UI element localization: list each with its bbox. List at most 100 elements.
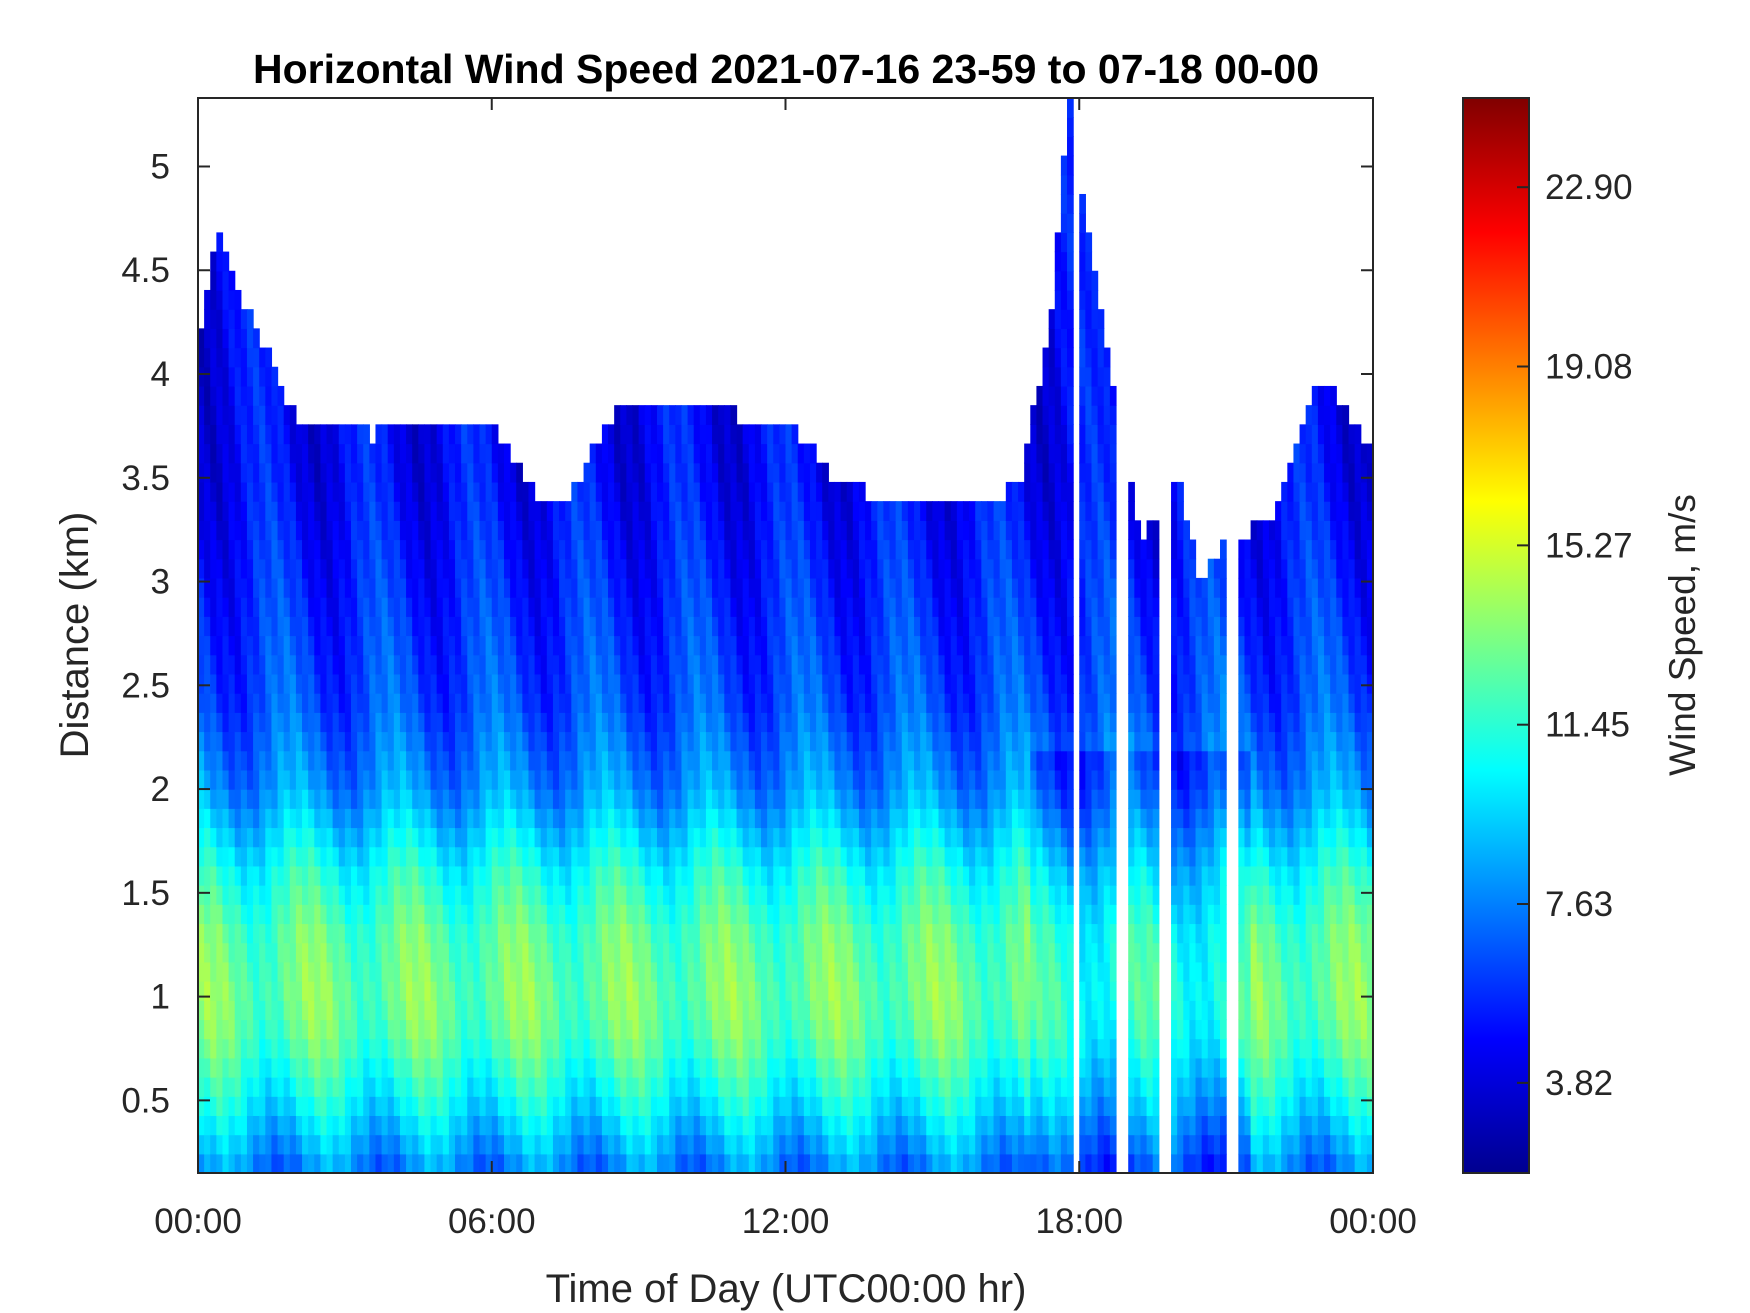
heatmap-cell [638,885,646,905]
heatmap-cell [712,904,719,925]
heatmap-cell [785,1038,793,1059]
heatmap-cell [546,558,554,579]
heatmap-cell [534,731,542,752]
heatmap-cell [761,1038,768,1059]
heatmap-cell [344,501,352,521]
heatmap-cell [846,693,854,713]
heatmap-cell [424,597,432,617]
heatmap-cell [357,1000,364,1021]
heatmap-cell [265,942,273,963]
heatmap-cell [424,981,432,1001]
heatmap-cell [669,789,676,809]
heatmap-cell [601,1057,609,1078]
heatmap-cell [608,961,615,982]
heatmap-cell [406,981,413,1001]
heatmap-cell [858,539,866,560]
heatmap-cell [406,1019,413,1040]
heatmap-cell [914,693,921,713]
heatmap-cell [638,961,646,982]
heatmap-cell [246,558,254,579]
heatmap-cell [950,731,958,752]
heatmap-cell [497,750,505,771]
heatmap-cell [944,865,952,886]
heatmap-cell [198,673,205,694]
heatmap-cell [571,693,579,713]
heatmap-cell [779,750,787,771]
heatmap-cell [761,654,768,675]
heatmap-cell [938,1115,946,1136]
heatmap-cell [608,1019,615,1040]
heatmap-cell [381,961,389,982]
heatmap-cell [589,462,597,483]
heatmap-cell [534,750,542,771]
heatmap-cell [522,789,530,809]
heatmap-cell [375,520,383,541]
heatmap-cell [816,501,823,521]
heatmap-cell [761,520,768,541]
heatmap-cell [914,1134,921,1155]
heatmap-cell [840,501,848,521]
heatmap-cell [259,885,266,905]
heatmap-cell [601,942,609,963]
heatmap-cell [259,539,266,560]
heatmap-cell [246,462,254,483]
heatmap-cell [314,558,321,579]
heatmap-cell [724,1096,732,1117]
heatmap-cell [491,597,499,617]
heatmap-cell [779,1077,787,1097]
heatmap-cell [216,693,224,713]
heatmap-cell [381,1019,389,1040]
heatmap-cell [326,1134,334,1155]
heatmap-cell [559,885,566,905]
heatmap-cell [467,501,474,521]
heatmap-cell [846,635,854,656]
heatmap-cell [552,827,560,848]
heatmap-cell [871,846,878,867]
heatmap-cell [412,443,419,464]
heatmap-cell [987,1096,995,1117]
heatmap-cell [546,942,554,963]
heatmap-cell [332,981,340,1001]
heatmap-cell [436,1096,444,1117]
heatmap-cell [608,501,615,521]
heatmap-cell [308,1153,315,1173]
heatmap-cell [742,673,750,694]
heatmap-cell [216,1019,224,1040]
heatmap-cell [295,981,303,1001]
heatmap-cell [467,1153,474,1173]
heatmap-cell [589,443,597,464]
heatmap-cell [828,865,836,886]
heatmap-cell [877,961,885,982]
heatmap-cell [424,904,432,925]
heatmap-cell [816,1038,823,1059]
heatmap-cell [393,904,401,925]
heatmap-cell [565,520,572,541]
heatmap-cell [528,750,536,771]
heatmap-cell [552,1077,560,1097]
heatmap-cell [295,424,303,445]
heatmap-cell [932,923,940,944]
heatmap-cell [883,520,891,541]
heatmap-cell [638,443,646,464]
heatmap-cell [644,846,652,867]
heatmap-cell [436,808,444,829]
heatmap-cell [534,520,542,541]
heatmap-cell [314,462,321,483]
heatmap-cell [210,827,217,848]
heatmap-cell [467,1019,474,1040]
heatmap-cell [742,1096,750,1117]
heatmap-cell [369,731,377,752]
heatmap-cell [718,654,725,675]
heatmap-cell [393,443,401,464]
heatmap-cell [730,769,738,790]
heatmap-cell [240,347,248,368]
heatmap-cell [369,654,377,675]
heatmap-cell [338,654,346,675]
heatmap-cell [210,1057,217,1078]
heatmap-cell [620,1153,627,1173]
heatmap-cell [271,597,279,617]
heatmap-cell [259,789,266,809]
heatmap-cell [595,1134,603,1155]
heatmap-cell [216,577,224,598]
heatmap-cell [926,769,933,790]
